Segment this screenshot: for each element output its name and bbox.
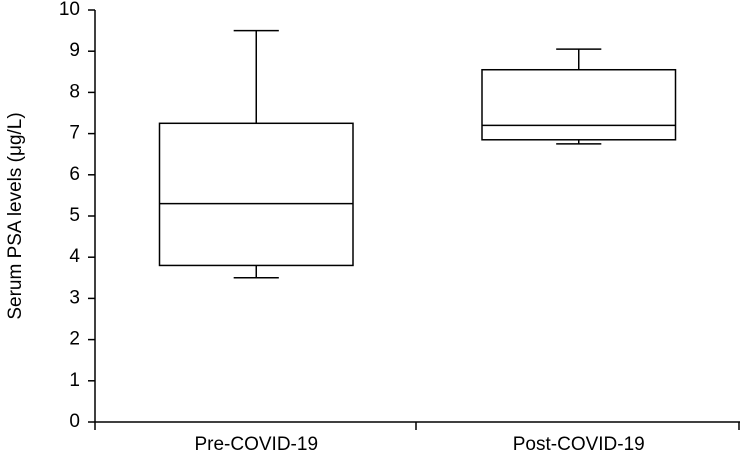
y-tick-label: 2 — [69, 329, 80, 350]
y-tick-label: 1 — [69, 370, 80, 391]
y-tick-label: 8 — [69, 81, 80, 102]
y-tick-label: 4 — [69, 246, 80, 267]
y-tick-label: 7 — [69, 123, 80, 144]
box — [158, 122, 354, 267]
y-tick-label: 0 — [69, 411, 80, 432]
y-axis-label: Serum PSA levels (μg/L) — [5, 112, 26, 319]
y-tick-label: 6 — [69, 164, 80, 185]
box — [481, 68, 677, 141]
y-tick-label: 10 — [59, 0, 80, 20]
y-tick-label: 9 — [69, 40, 80, 61]
x-tick-label: Pre-COVID-19 — [194, 434, 318, 455]
y-tick-label: 5 — [69, 205, 80, 226]
x-tick-label: Post-COVID-19 — [513, 434, 645, 455]
y-tick-label: 3 — [69, 287, 80, 308]
